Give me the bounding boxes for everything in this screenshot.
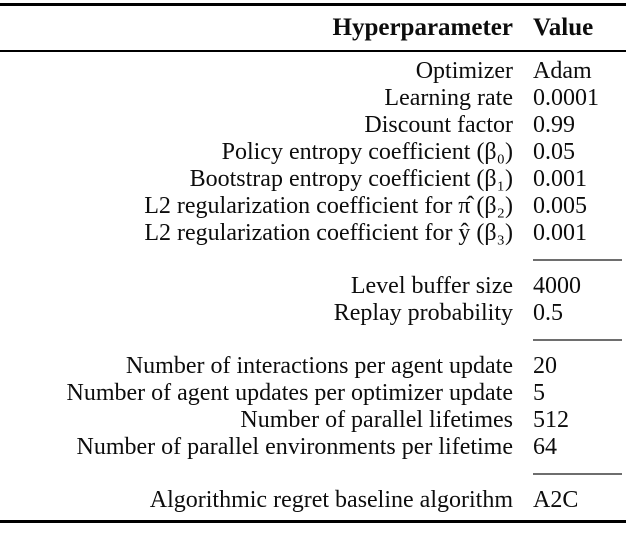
- table-row: Discount factor 0.99: [0, 112, 626, 139]
- hyperparameter-label: Discount factor: [364, 112, 513, 138]
- spacer-cell: [0, 467, 524, 481]
- group-separator: [0, 467, 626, 481]
- hyperparameter-label: Algorithmic regret baseline algorithm: [149, 487, 513, 513]
- table-row: Bootstrap entropy coefficient (β₁) 0.001: [0, 166, 626, 193]
- hyperparameter-value: 0.99: [533, 112, 575, 138]
- table-body: Optimizer Adam Learning rate 0.0001 Disc…: [0, 51, 626, 520]
- table-row: Replay probability 0.5: [0, 300, 626, 333]
- hyperparameter-value: Adam: [533, 58, 592, 84]
- group-separator: [0, 253, 626, 267]
- spacer-cell: [524, 467, 626, 481]
- hyperparameter-label: Level buffer size: [350, 273, 513, 299]
- top-rule: [0, 3, 626, 6]
- table-row: Algorithmic regret baseline algorithm A2…: [0, 481, 626, 520]
- hyperparameter-value: 512: [533, 407, 569, 433]
- table-row: Policy entropy coefficient (β₀) 0.05: [0, 139, 626, 166]
- column-header-value: Value: [524, 6, 626, 52]
- table-row: Level buffer size 4000: [0, 267, 626, 300]
- hyperparameter-label: Bootstrap entropy coefficient (β₁): [189, 166, 513, 192]
- hyperparameter-label: Policy entropy coefficient (β₀): [221, 139, 513, 165]
- hyperparameter-value: 20: [533, 353, 557, 379]
- hyperparameter-value: 0.5: [533, 300, 563, 326]
- hyperparameter-value: 5: [533, 380, 545, 406]
- hyperparameter-label: Learning rate: [384, 85, 513, 111]
- table-row: Number of interactions per agent update …: [0, 347, 626, 380]
- hyperparameter-value: 0.05: [533, 139, 575, 165]
- header-row: Hyperparameter Value: [0, 6, 626, 52]
- group-separator: [0, 333, 626, 347]
- hyperparameter-label: L2 regularization coefficient for π̂ (β₂…: [144, 193, 513, 219]
- hyperparameter-label: Number of parallel lifetimes: [240, 407, 513, 433]
- hyperparameter-value: 0.005: [533, 193, 587, 219]
- hyperparameter-table-grid: Hyperparameter Value Optimizer Adam Lear…: [0, 6, 626, 520]
- hyperparameter-label: Number of parallel environments per life…: [76, 434, 513, 460]
- hyperparameter-label: L2 regularization coefficient for ŷ (β₃): [144, 220, 513, 246]
- spacer-cell: [0, 333, 524, 347]
- column-header-hyperparameter: Hyperparameter: [0, 6, 524, 52]
- hyperparameter-value: 0.001: [533, 166, 587, 192]
- hyperparameter-value: 0.001: [533, 220, 587, 246]
- hyperparameter-value: A2C: [533, 487, 579, 513]
- hyperparameter-table: Hyperparameter Value Optimizer Adam Lear…: [0, 3, 626, 523]
- group-separator-rule: [533, 259, 622, 261]
- hyperparameter-value: 0.0001: [533, 85, 599, 111]
- table-row: Number of parallel environments per life…: [0, 434, 626, 467]
- spacer-cell: [524, 253, 626, 267]
- group-separator-rule: [533, 473, 622, 475]
- hyperparameter-label: Number of agent updates per optimizer up…: [66, 380, 513, 406]
- bottom-rule: [0, 520, 626, 523]
- group-separator-rule: [533, 339, 622, 341]
- table-row: L2 regularization coefficient for ŷ (β₃)…: [0, 220, 626, 253]
- spacer-cell: [524, 333, 626, 347]
- spacer-cell: [0, 253, 524, 267]
- table-row: Learning rate 0.0001: [0, 85, 626, 112]
- table-header: Hyperparameter Value: [0, 6, 626, 52]
- hyperparameter-value: 4000: [533, 273, 581, 299]
- table-row: Number of agent updates per optimizer up…: [0, 380, 626, 407]
- hyperparameter-label: Optimizer: [415, 58, 513, 84]
- table-row: Number of parallel lifetimes 512: [0, 407, 626, 434]
- hyperparameter-label: Number of interactions per agent update: [125, 353, 513, 379]
- hyperparameter-label: Replay probability: [333, 300, 513, 326]
- hyperparameter-value: 64: [533, 434, 557, 460]
- table-row: L2 regularization coefficient for π̂ (β₂…: [0, 193, 626, 220]
- table-row: Optimizer Adam: [0, 51, 626, 85]
